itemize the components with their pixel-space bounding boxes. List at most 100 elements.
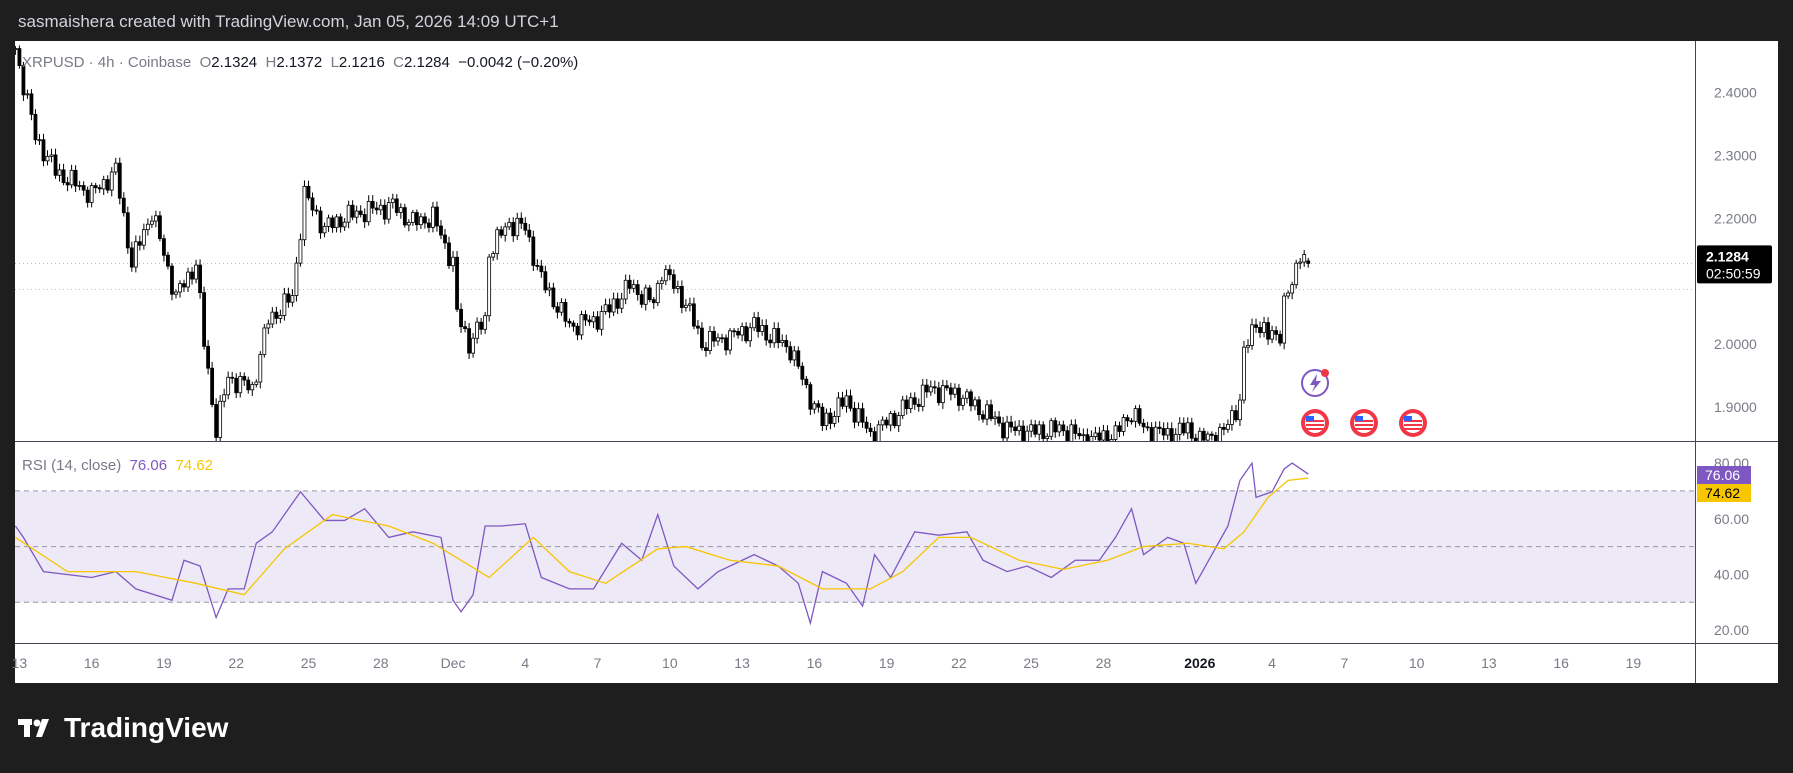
flag-stripe — [1404, 424, 1422, 426]
tradingview-logo-icon — [18, 719, 49, 737]
candle — [1149, 427, 1154, 441]
open-label: O — [199, 54, 212, 71]
candle — [423, 216, 427, 224]
candle — [671, 274, 676, 289]
flag-stripe — [1355, 424, 1373, 426]
close-label: C — [393, 54, 404, 71]
tradingview-logo[interactable]: TradingView — [18, 712, 228, 744]
candle — [700, 327, 704, 349]
candle — [651, 299, 656, 304]
candle — [969, 391, 973, 407]
candle — [1153, 426, 1158, 441]
candle — [145, 223, 150, 231]
rsi-tag — [1697, 466, 1751, 484]
candle — [772, 328, 777, 344]
candle — [860, 408, 865, 423]
time-tick-label: 10 — [1409, 655, 1425, 671]
candle — [242, 376, 247, 381]
candle — [876, 424, 881, 441]
candle — [439, 225, 443, 236]
candle — [599, 311, 604, 330]
candle — [1266, 322, 1270, 340]
candle — [230, 376, 235, 379]
candle — [631, 284, 636, 289]
low-value: 2.1216 — [338, 54, 385, 71]
rsi-name[interactable]: RSI (14, close) — [22, 457, 122, 474]
candle — [121, 197, 126, 214]
candle — [77, 185, 82, 187]
candle — [101, 179, 106, 190]
candle — [93, 185, 98, 189]
candle — [206, 345, 211, 369]
candle — [511, 222, 516, 237]
candle — [1262, 322, 1266, 334]
logo-text: TradingView — [64, 712, 229, 743]
candle — [238, 376, 243, 394]
candle — [427, 222, 431, 228]
candle — [543, 271, 548, 291]
candle — [1298, 261, 1303, 264]
candle — [326, 217, 331, 227]
candle — [1129, 420, 1134, 423]
candle — [1157, 426, 1162, 429]
price-tick-label: 1.9000 — [1714, 399, 1757, 415]
candle — [916, 403, 921, 407]
candle — [338, 216, 343, 228]
candle — [410, 212, 415, 223]
candle — [298, 239, 303, 264]
candle — [732, 330, 736, 333]
candle — [961, 397, 965, 406]
candle — [744, 326, 749, 342]
high-value: 2.1372 — [276, 54, 323, 71]
candle — [940, 385, 945, 404]
candle — [310, 197, 315, 211]
price-tick-label: 2.4000 — [1714, 85, 1757, 101]
candle — [635, 284, 640, 295]
candle — [1081, 434, 1086, 437]
candle — [1161, 428, 1166, 436]
candle — [418, 216, 423, 226]
candle — [957, 387, 961, 406]
candle — [302, 185, 307, 241]
time-tick-label: 25 — [301, 655, 317, 671]
candle — [435, 206, 439, 227]
candle — [575, 325, 580, 336]
candle — [1009, 421, 1014, 428]
candle — [447, 242, 451, 267]
candle — [467, 328, 471, 354]
candle — [503, 226, 508, 236]
candle — [1037, 424, 1042, 435]
candle — [948, 387, 953, 395]
candle — [254, 381, 259, 385]
candle — [928, 386, 933, 393]
candle — [322, 225, 327, 234]
candle — [728, 330, 732, 351]
candle — [479, 321, 484, 330]
candle — [45, 155, 50, 162]
time-tick-label: 4 — [521, 655, 529, 671]
candle — [527, 229, 532, 238]
candle — [800, 365, 805, 380]
candle — [1294, 262, 1299, 286]
rsi-legend: RSI (14, close) 76.06 74.62 — [22, 457, 213, 474]
candle — [346, 204, 351, 223]
candle — [571, 322, 576, 327]
candle — [679, 286, 684, 308]
rsi-line — [15, 461, 1309, 626]
candle — [1017, 425, 1022, 432]
candle — [170, 265, 174, 295]
symbol-info[interactable]: XRPUSD · 4h · Coinbase — [22, 54, 192, 71]
candle — [125, 212, 130, 249]
candle — [1177, 422, 1182, 435]
candle — [65, 182, 70, 186]
candle — [1185, 422, 1190, 434]
candle — [559, 302, 564, 313]
candle — [15, 48, 18, 50]
lightning-bolt — [1310, 374, 1321, 392]
flag-stripe — [1306, 420, 1324, 422]
candle — [840, 397, 845, 407]
time-tick-label: 7 — [594, 655, 602, 671]
candle — [1069, 424, 1074, 441]
candle — [563, 302, 568, 322]
